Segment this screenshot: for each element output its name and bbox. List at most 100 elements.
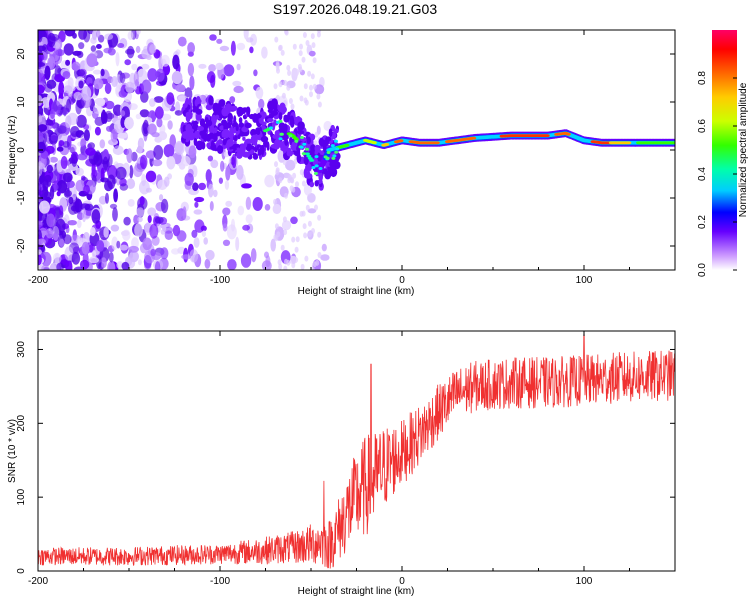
spectrogram-blob xyxy=(317,252,322,258)
y-tick-label: 200 xyxy=(16,415,27,432)
spectrogram-blob xyxy=(280,49,285,56)
spectrogram-blob xyxy=(135,45,141,54)
spectrogram-hot-cell xyxy=(318,167,323,170)
spectrogram-blob xyxy=(108,251,114,263)
spectrogram-blob xyxy=(38,124,48,132)
spectrogram-blob xyxy=(226,122,232,129)
spectrogram-blob xyxy=(86,53,98,68)
spectrogram-blob xyxy=(273,145,280,150)
spectrogram-blob xyxy=(221,130,226,138)
snr-ticks: -200 -100 0 100 0 100 200 300 xyxy=(16,331,676,587)
spectrogram-blob xyxy=(216,145,224,154)
spectrogram-blob xyxy=(252,197,263,211)
spectrogram-blob xyxy=(309,84,313,91)
spectrogram-blob xyxy=(83,124,90,130)
spectrogram-blob xyxy=(71,252,81,265)
spectrogram-blob xyxy=(53,183,59,191)
spectrogram-blob xyxy=(214,127,218,134)
spectrogram-blob xyxy=(207,155,214,162)
spectrogram-blob xyxy=(220,160,225,172)
x-tick-label: -100 xyxy=(210,275,230,286)
colorbar-tick-label: 0.0 xyxy=(697,263,708,277)
spectrogram-blob xyxy=(151,159,163,167)
spectrogram-blob xyxy=(323,120,332,132)
spectrogram-blob xyxy=(299,95,304,102)
spectrogram-blob xyxy=(142,119,149,135)
spectrogram-blob xyxy=(56,262,64,270)
spectrogram-blob xyxy=(198,182,207,191)
spectrogram-blob xyxy=(78,80,84,89)
spectrogram-blob xyxy=(67,112,78,126)
spectrogram-blob xyxy=(292,172,297,179)
spectrogram-blob xyxy=(43,191,51,199)
spectrogram-blob xyxy=(75,179,86,193)
spectrogram-blob xyxy=(237,205,245,216)
spectrogram-blob xyxy=(64,190,73,197)
spectrogram-blob xyxy=(291,236,296,243)
spectrogram-blob xyxy=(110,224,120,232)
spectrogram-hot-cell xyxy=(398,139,404,143)
spectrogram-blob xyxy=(307,193,316,203)
spectrogram-blob xyxy=(44,119,54,126)
spectrogram-blob xyxy=(225,165,231,181)
spectrogram-blob xyxy=(38,30,43,39)
spectrogram-blob xyxy=(88,256,99,264)
spectrogram-blob xyxy=(276,231,281,238)
spectrogram-blob xyxy=(90,227,96,237)
spectrogram-blob xyxy=(91,250,97,259)
spectrogram-blob xyxy=(201,230,206,237)
spectrogram-hot-cell xyxy=(314,155,319,159)
spectrogram-blob xyxy=(126,178,136,189)
spectrogram-blob xyxy=(44,65,51,81)
spectrogram-blob xyxy=(104,33,114,40)
spectrogram-blob xyxy=(62,141,70,148)
spectrogram-blob xyxy=(296,153,302,164)
spectrogram-blob xyxy=(47,32,56,48)
spectrogram-blob xyxy=(283,79,288,86)
spectrogram-blob xyxy=(232,80,242,87)
snr-series-line xyxy=(38,334,675,569)
spectrogram-blob xyxy=(309,181,315,188)
spectrogram-blob xyxy=(235,125,239,132)
spectrogram-blob xyxy=(308,50,316,57)
spectrogram-blob xyxy=(258,98,265,110)
spectrogram-blob xyxy=(145,223,152,230)
snr-ylabel: SNR (10 * v/v) xyxy=(7,419,18,483)
spectrogram-blob xyxy=(273,234,278,241)
spectrogram-blob xyxy=(303,232,308,239)
spectrogram-blob xyxy=(304,173,312,179)
spectrogram-blob xyxy=(96,240,105,252)
spectrogram-blob xyxy=(38,84,45,95)
spectrogram-blob xyxy=(274,161,278,168)
spectrogram-blob xyxy=(268,113,275,118)
spectrogram-blob xyxy=(302,32,307,38)
spectrogram-hot-cell xyxy=(544,134,550,138)
spectrogram-blob xyxy=(272,203,282,215)
x-tick-label: -200 xyxy=(28,576,48,587)
spectrogram-blob xyxy=(215,114,220,120)
spectrogram-blob xyxy=(222,223,228,232)
spectrogram-blob xyxy=(194,201,199,208)
spectrogram-blob xyxy=(230,156,236,166)
spectrogram-blob xyxy=(74,198,83,213)
spectrogram-blob xyxy=(240,253,252,268)
spectrogram-blob xyxy=(139,196,145,206)
spectrogram-blob xyxy=(203,237,208,245)
spectrogram-blob xyxy=(295,181,299,188)
spectrogram-blob xyxy=(38,132,44,140)
spectrogram-blob xyxy=(160,247,169,260)
spectrogram-blob xyxy=(209,201,214,211)
spectrogram-blob xyxy=(320,254,330,261)
spectrogram-blob xyxy=(299,210,304,217)
spectrogram-blob xyxy=(59,238,65,247)
spectrogram-blob xyxy=(139,243,148,254)
spectrogram-blob xyxy=(317,231,322,238)
x-tick-label: -200 xyxy=(28,275,48,286)
spectrogram-blob xyxy=(68,196,74,205)
spectrogram-blob xyxy=(131,151,138,162)
spectrogram-hot-cell xyxy=(302,142,307,146)
y-tick-label: -10 xyxy=(16,190,27,205)
spectrogram-blob xyxy=(128,103,138,110)
spectrogram-blob xyxy=(49,156,58,163)
